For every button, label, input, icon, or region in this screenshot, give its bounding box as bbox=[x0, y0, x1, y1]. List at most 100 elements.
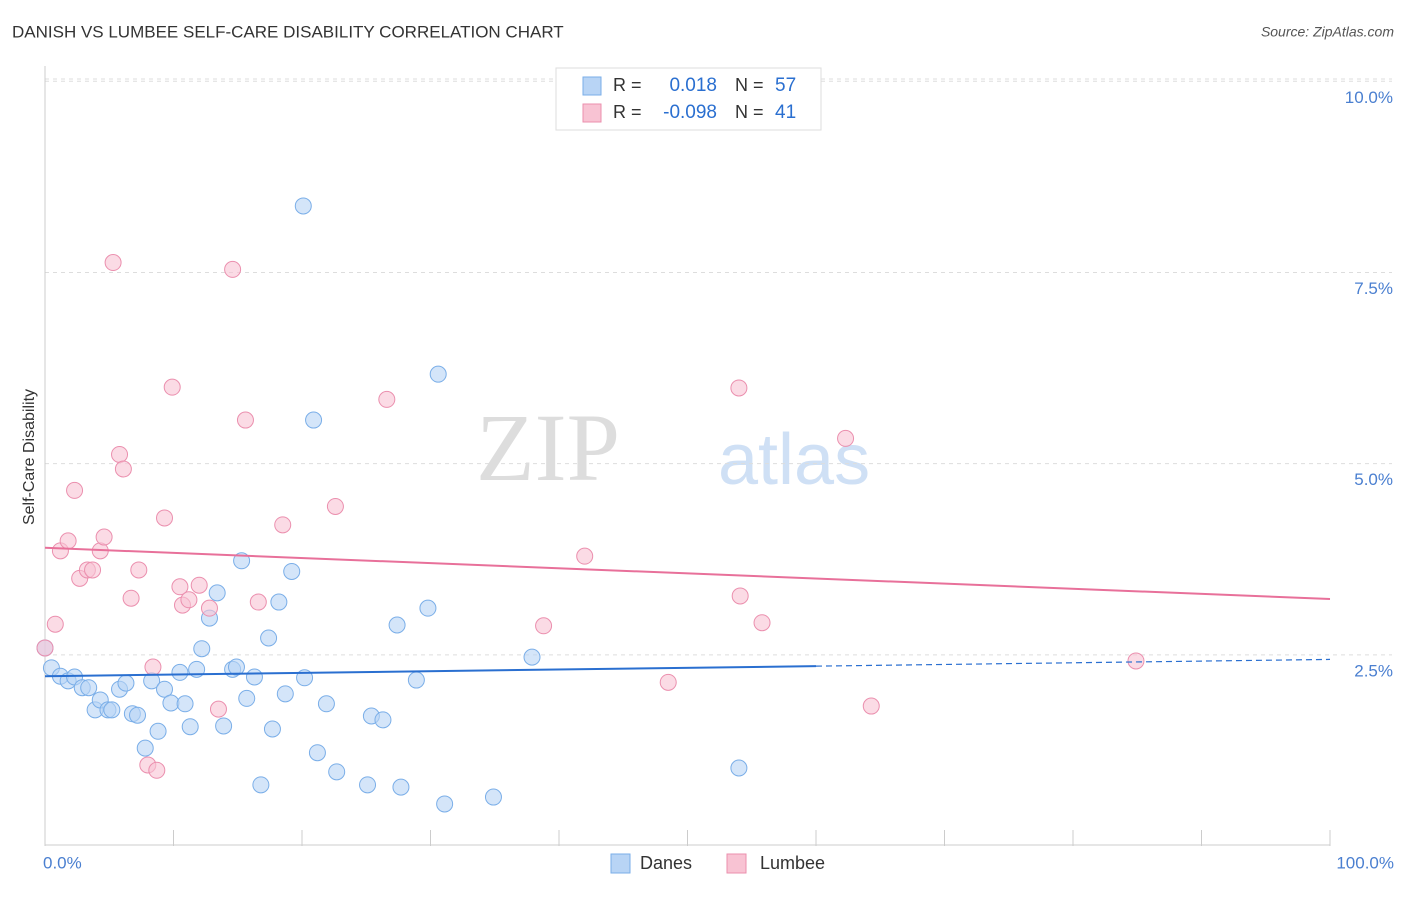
point bbox=[181, 718, 199, 736]
point bbox=[730, 379, 748, 397]
point bbox=[274, 516, 292, 534]
y-tick-label: 5.0% bbox=[1354, 470, 1393, 489]
point bbox=[129, 706, 147, 724]
point bbox=[200, 599, 218, 617]
legend-text: N = bbox=[735, 102, 764, 122]
point bbox=[114, 460, 132, 478]
point bbox=[215, 717, 233, 735]
point bbox=[276, 685, 294, 703]
x-tick-label: 100.0% bbox=[1336, 853, 1394, 872]
point bbox=[171, 578, 189, 596]
point bbox=[731, 587, 749, 605]
point bbox=[59, 532, 77, 550]
point bbox=[374, 711, 392, 729]
point bbox=[163, 378, 181, 396]
point bbox=[122, 589, 140, 607]
point bbox=[103, 701, 121, 719]
point bbox=[117, 674, 135, 692]
point bbox=[359, 776, 377, 794]
point bbox=[436, 795, 454, 813]
chart-title: DANISH VS LUMBEE SELF-CARE DISABILITY CO… bbox=[12, 22, 564, 41]
legend-text: R = bbox=[613, 75, 642, 95]
point bbox=[837, 429, 855, 447]
legend-value: 41 bbox=[775, 102, 796, 123]
point bbox=[659, 673, 677, 691]
point bbox=[227, 658, 245, 676]
point bbox=[162, 694, 180, 712]
watermark: ZIP bbox=[476, 394, 620, 501]
point bbox=[328, 763, 346, 781]
point bbox=[104, 254, 122, 272]
y-axis-label: Self-Care Disability bbox=[21, 389, 38, 525]
legend-text: R = bbox=[613, 102, 642, 122]
point bbox=[283, 562, 301, 580]
point bbox=[148, 761, 166, 779]
point bbox=[224, 260, 242, 278]
point bbox=[263, 720, 281, 738]
point bbox=[270, 593, 288, 611]
trend-line bbox=[44, 546, 1331, 600]
point bbox=[190, 576, 208, 594]
point bbox=[392, 778, 410, 796]
point bbox=[208, 584, 226, 602]
point bbox=[535, 617, 553, 635]
point bbox=[111, 445, 129, 463]
point bbox=[407, 671, 425, 689]
point bbox=[378, 390, 396, 408]
source: Source: ZipAtlas.com bbox=[1261, 24, 1394, 40]
point bbox=[317, 695, 335, 713]
y-tick-label: 2.5% bbox=[1354, 661, 1393, 680]
point bbox=[236, 411, 254, 429]
point bbox=[576, 547, 594, 565]
point bbox=[245, 668, 263, 686]
legend-value: 57 bbox=[775, 75, 796, 96]
point bbox=[753, 614, 771, 632]
legend-label: Danes bbox=[640, 853, 692, 873]
legend-swatch bbox=[582, 76, 602, 96]
point bbox=[862, 697, 880, 715]
legend-swatch bbox=[726, 853, 747, 874]
point bbox=[80, 679, 98, 697]
point bbox=[238, 689, 256, 707]
point bbox=[326, 497, 344, 515]
point bbox=[46, 615, 64, 633]
y-tick-label: 7.5% bbox=[1354, 279, 1393, 298]
point bbox=[388, 616, 406, 634]
point bbox=[36, 639, 54, 657]
point bbox=[66, 481, 84, 499]
legend-value: 0.018 bbox=[669, 75, 717, 96]
legend-label: Lumbee bbox=[760, 853, 825, 873]
point bbox=[308, 744, 326, 762]
point bbox=[156, 509, 174, 527]
point bbox=[95, 528, 113, 546]
point bbox=[84, 561, 102, 579]
point bbox=[305, 411, 323, 429]
point bbox=[136, 739, 154, 757]
legend-swatch bbox=[610, 853, 631, 874]
point bbox=[484, 788, 502, 806]
point bbox=[144, 658, 162, 676]
point bbox=[176, 695, 194, 713]
point bbox=[156, 680, 174, 698]
y-tick-label: 10.0% bbox=[1345, 88, 1393, 107]
point bbox=[730, 759, 748, 777]
point bbox=[233, 552, 251, 570]
point bbox=[209, 700, 227, 718]
point bbox=[149, 722, 167, 740]
point bbox=[130, 561, 148, 579]
legend-swatch bbox=[582, 103, 602, 123]
point bbox=[523, 648, 541, 666]
point bbox=[260, 629, 278, 647]
point bbox=[294, 197, 312, 215]
legend-value: -0.098 bbox=[663, 102, 717, 123]
point bbox=[249, 593, 267, 611]
trend-line-extension bbox=[815, 658, 1331, 667]
point bbox=[171, 663, 189, 681]
legend-text: N = bbox=[735, 75, 764, 95]
x-tick-label: 0.0% bbox=[43, 853, 82, 872]
point bbox=[252, 776, 270, 794]
trend-line bbox=[44, 665, 817, 678]
point bbox=[180, 591, 198, 609]
point bbox=[1127, 652, 1145, 670]
